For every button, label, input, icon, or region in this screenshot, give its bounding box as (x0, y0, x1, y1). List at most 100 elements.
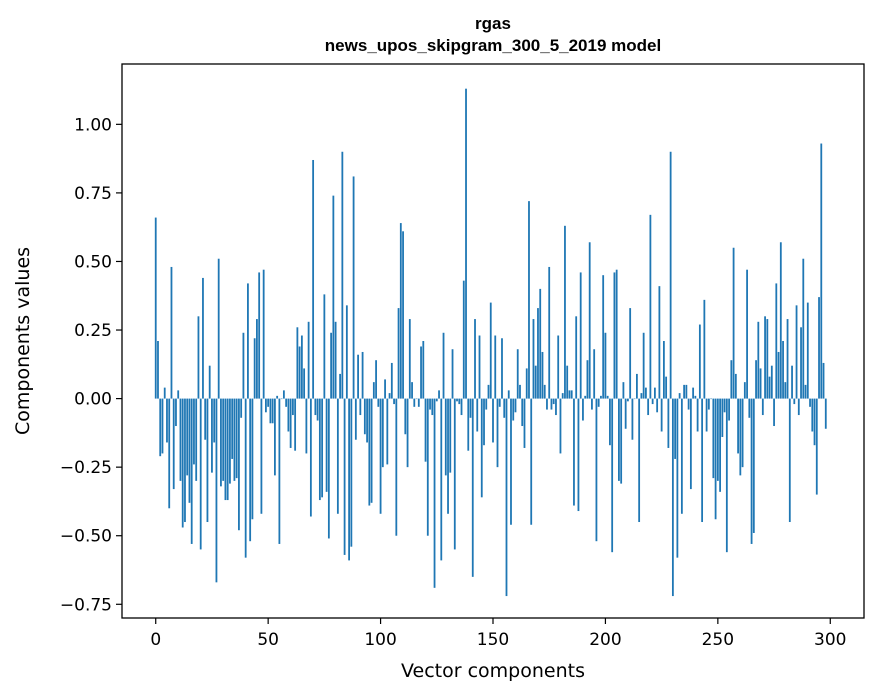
bar (818, 297, 820, 399)
bar (636, 373, 638, 399)
bar (653, 387, 656, 399)
bar (645, 387, 647, 399)
bar (660, 398, 663, 432)
bar (190, 398, 193, 544)
bar (714, 398, 717, 520)
bar (204, 398, 207, 440)
bar (480, 398, 483, 498)
bar (741, 398, 744, 468)
chart-subtitle: news_upos_skipgram_300_5_2019 model (325, 36, 661, 55)
bar (220, 398, 222, 487)
bar (501, 338, 503, 399)
bar (321, 398, 324, 498)
bar (685, 384, 688, 399)
bar (193, 398, 195, 465)
bar (579, 272, 582, 399)
bar (604, 332, 607, 399)
bar (528, 201, 530, 399)
bar (451, 349, 454, 399)
bar (649, 214, 652, 399)
bar (265, 398, 267, 413)
bar (820, 143, 823, 399)
bar (532, 319, 535, 399)
bar (294, 398, 297, 451)
bar (665, 376, 668, 399)
bar (557, 335, 560, 399)
bar (582, 398, 584, 421)
bar (161, 398, 164, 454)
chart-title: rgas (475, 14, 511, 33)
bar (811, 398, 814, 432)
bar (658, 286, 661, 399)
bar (330, 332, 333, 399)
bar (523, 398, 526, 448)
bar (615, 269, 618, 399)
bar (498, 398, 501, 407)
bar (723, 398, 726, 413)
bar (593, 349, 596, 399)
bar (433, 398, 436, 588)
bar (386, 398, 389, 465)
bar (770, 365, 773, 399)
bar (734, 373, 737, 399)
bar (766, 319, 769, 399)
bar (309, 398, 312, 517)
bar (600, 395, 602, 399)
bar (381, 398, 384, 468)
bar (334, 321, 337, 399)
bar (800, 327, 802, 399)
bar (458, 398, 461, 405)
bar (276, 395, 279, 399)
bar (413, 398, 416, 407)
bar (375, 360, 377, 399)
bar (577, 398, 580, 512)
bar (564, 225, 566, 399)
bar (235, 398, 238, 479)
bar (285, 398, 288, 407)
bar (395, 398, 398, 536)
bar (438, 390, 440, 399)
bar (489, 302, 492, 399)
bar (559, 398, 562, 454)
bar (739, 398, 742, 476)
bar (370, 398, 373, 503)
bar (368, 398, 371, 506)
bar (795, 305, 798, 399)
bar (669, 151, 672, 399)
bar (415, 398, 418, 400)
bar (609, 398, 611, 446)
bar (705, 398, 708, 432)
bar (300, 335, 303, 399)
bar (550, 398, 553, 410)
bar (782, 341, 784, 399)
bar (354, 398, 357, 440)
bar (363, 398, 366, 435)
x-tick-label: 150 (477, 630, 509, 650)
bar (543, 384, 546, 399)
bar (352, 176, 355, 399)
bar (566, 365, 569, 399)
bar (357, 354, 359, 399)
bar (822, 362, 825, 399)
bar (224, 398, 227, 501)
bar (435, 398, 438, 402)
bar (698, 324, 701, 399)
bar (332, 195, 335, 399)
bar (618, 398, 620, 481)
bar (737, 398, 739, 454)
bar (339, 373, 341, 399)
bar (179, 398, 182, 481)
bar (271, 398, 274, 424)
bar (631, 398, 634, 440)
bar (721, 398, 724, 437)
bar (154, 217, 157, 399)
bar (797, 398, 800, 416)
y-tick-label: −0.50 (60, 527, 112, 547)
bar (716, 398, 719, 481)
bar (478, 335, 481, 399)
bar (597, 398, 600, 407)
bar (199, 398, 202, 550)
bar (453, 398, 456, 550)
bar (384, 379, 386, 399)
bar (696, 398, 699, 432)
